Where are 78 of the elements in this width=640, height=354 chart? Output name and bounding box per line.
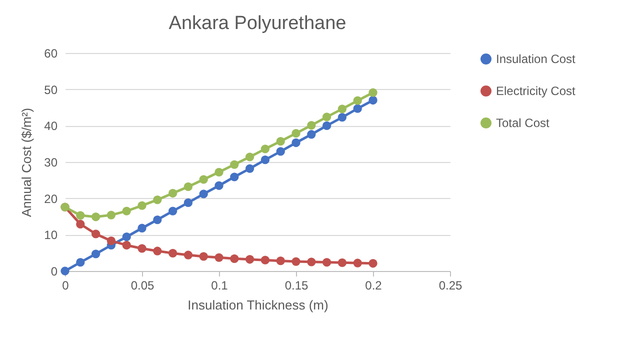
point [230,160,239,169]
point [199,175,208,184]
point [292,257,300,266]
point [168,248,178,258]
y-tick-label: 40 [44,119,58,134]
point [338,112,347,122]
point [153,215,162,224]
x-tick-label: 0.05 [130,278,154,292]
y-tick-label: 60 [44,46,58,60]
point [76,211,85,220]
point [292,128,300,138]
x-tick-label: 0.15 [284,278,308,292]
point [353,258,362,268]
chart-title: Ankara Polyurethane [168,13,346,34]
point [106,236,116,246]
point [230,254,239,263]
point [368,259,378,268]
x-tick-label: 0.25 [438,278,462,292]
point [338,104,347,114]
point [307,258,316,266]
point [214,168,224,176]
point [245,164,254,173]
x-tick-label: 0.1 [211,278,228,292]
point [106,210,116,220]
point [307,130,316,139]
point [260,156,270,164]
point [292,138,300,148]
point [322,121,332,130]
point [91,230,100,238]
point [138,201,146,210]
point [307,120,316,130]
point [276,256,285,266]
y-tick-label: 50 [44,82,58,97]
point [199,252,208,261]
point [153,246,162,256]
point [245,152,254,162]
point [122,240,131,250]
x-tick-label: 0.2 [365,278,382,292]
point [368,96,378,105]
y-tick-label: 0 [50,264,58,278]
point [76,220,85,228]
point [260,256,270,264]
point [353,96,362,105]
point [230,172,239,182]
point [91,212,100,222]
point [76,258,85,267]
y-tick-label: 30 [44,156,58,170]
point [245,255,254,264]
y-axis-title: Annual Cost ($/m²) [19,108,34,218]
point [138,224,146,232]
y-tick-label: 20 [44,192,58,206]
point [353,104,362,113]
legend-label: Electricity Cost [496,84,576,98]
point [338,258,347,267]
point [168,188,178,198]
point [199,190,208,198]
point [322,112,332,122]
point [276,147,285,156]
point [214,253,224,262]
point [368,88,378,97]
point [214,181,224,190]
point [122,232,131,242]
point [168,206,178,216]
x-tick-label: 0 [62,278,70,292]
point [184,182,193,192]
y-tick-label: 10 [44,228,58,242]
point [122,206,131,216]
legend-label: Insulation Cost [496,52,576,66]
point [184,250,193,260]
x-axis-title: Insulation Thickness (m) [188,298,328,312]
legend-label: Total Cost [496,116,550,130]
point [91,250,100,258]
point [138,244,146,253]
point [322,258,332,267]
point [184,198,193,208]
point [153,195,162,204]
point [260,144,270,154]
point [276,136,285,146]
